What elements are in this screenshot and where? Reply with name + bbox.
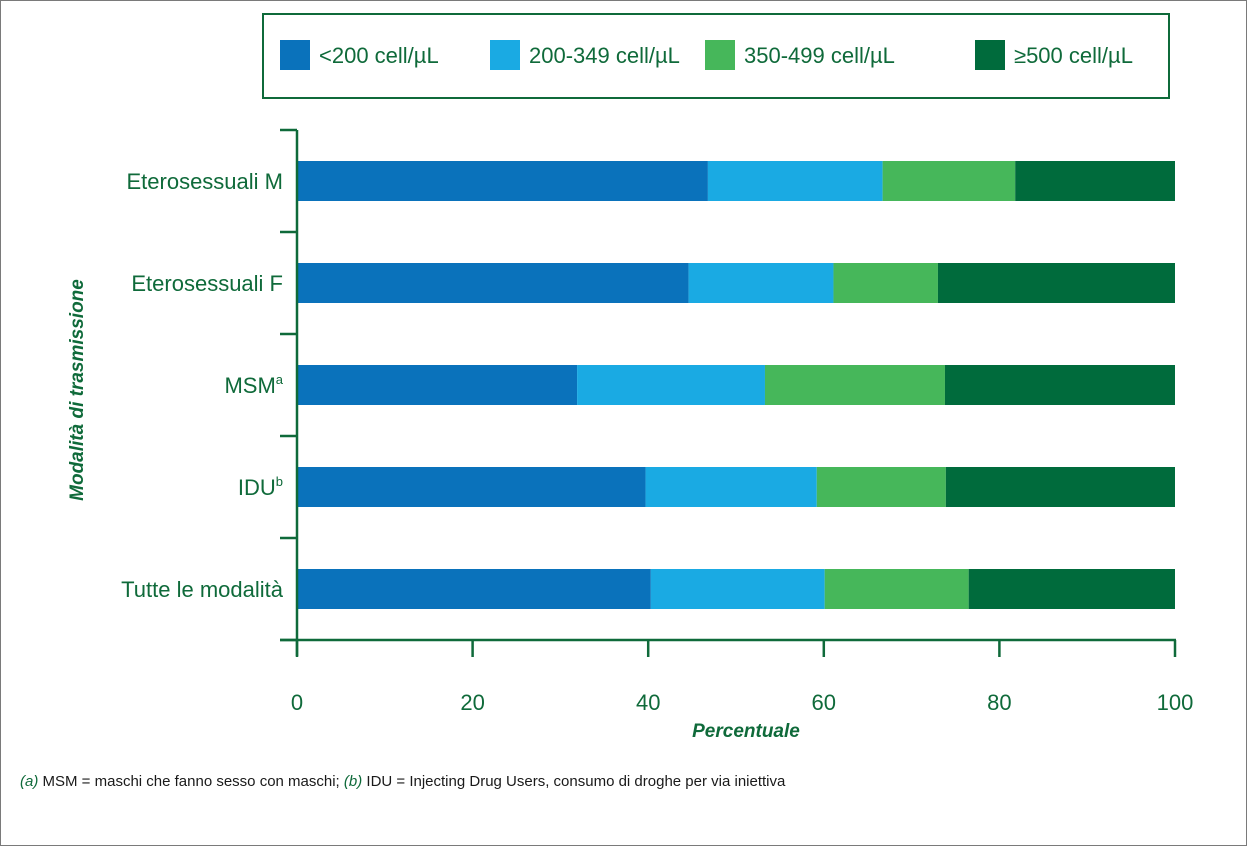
axes — [280, 128, 1177, 657]
labels: Eterosessuali M Eterosessuali F MSMa IDUb Tu… — [67, 169, 1193, 742]
bar-idu-series-4 — [945, 467, 1175, 507]
bar-idu-series-2 — [645, 467, 817, 507]
bar-eterosessuali-f-series-3 — [833, 263, 938, 303]
bar-eterosessuali-m-series-3 — [882, 161, 1016, 201]
bar-eterosessuali-m-series-1 — [297, 161, 708, 201]
legend-swatch-3 — [705, 40, 735, 70]
legend-label-1: <200 cell/µL — [319, 43, 439, 68]
legend-label-3: 350-499 cell/µL — [744, 43, 895, 68]
legend-box — [262, 13, 1170, 99]
bar-msm-series-3 — [764, 365, 945, 405]
x-tick-label: 60 — [812, 690, 836, 715]
bar-eterosessuali-f-series-4 — [937, 263, 1175, 303]
bar-eterosessuali-f-series-1 — [297, 263, 689, 303]
category-label: IDUb — [238, 474, 283, 500]
bar-msm-series-1 — [297, 365, 578, 405]
legend-label-2: 200-349 cell/µL — [529, 43, 680, 68]
category-superscript: a — [276, 372, 284, 387]
bar-idu-series-1 — [297, 467, 646, 507]
bar-msm-series-4 — [944, 365, 1175, 405]
category-label: MSMa — [224, 372, 283, 398]
bar-eterosessuali-m-series-2 — [707, 161, 883, 201]
category-label: Tutte le modalità — [121, 577, 284, 602]
x-tick-label: 100 — [1157, 690, 1194, 715]
bar-tutte-le-modalit-series-1 — [297, 569, 651, 609]
legend-label-4: ≥500 cell/µL — [1014, 43, 1133, 68]
x-axis-title: Percentuale — [692, 721, 800, 742]
category-label: Eterosessuali F — [131, 271, 283, 296]
bar-tutte-le-modalit-series-4 — [968, 569, 1175, 609]
legend-swatch-2 — [490, 40, 520, 70]
bar-tutte-le-modalit-series-3 — [824, 569, 969, 609]
category-superscript: b — [276, 474, 283, 489]
x-tick-label: 20 — [460, 690, 484, 715]
bar-idu-series-3 — [816, 467, 946, 507]
footnote-a-key: (a) — [20, 773, 39, 790]
legend: <200 cell/µL 200-349 cell/µL 350-499 cell/… — [262, 13, 1170, 99]
x-tick-label: 40 — [636, 690, 660, 715]
bar-tutte-le-modalit-series-2 — [650, 569, 825, 609]
footnote-a-text: MSM = maschi che fanno sesso con maschi; — [38, 773, 344, 790]
category-label: Eterosessuali M — [126, 169, 283, 194]
bar-msm-series-2 — [577, 365, 765, 405]
footnote-b-text: IDU = Injecting Drug Users, consumo di d… — [362, 773, 786, 790]
legend-swatch-4 — [975, 40, 1005, 70]
bar-eterosessuali-m-series-4 — [1015, 161, 1175, 201]
footnote: (a) MSM = maschi che fanno sesso con mas… — [20, 773, 785, 790]
footnote-b-key: (b) — [343, 773, 363, 790]
x-tick-label: 80 — [987, 690, 1011, 715]
x-tick-label: 0 — [291, 690, 303, 715]
y-axis-title: Modalità di trasmissione — [67, 279, 88, 501]
bars — [297, 161, 1175, 609]
bar-eterosessuali-f-series-2 — [688, 263, 834, 303]
legend-swatch-1 — [280, 40, 310, 70]
